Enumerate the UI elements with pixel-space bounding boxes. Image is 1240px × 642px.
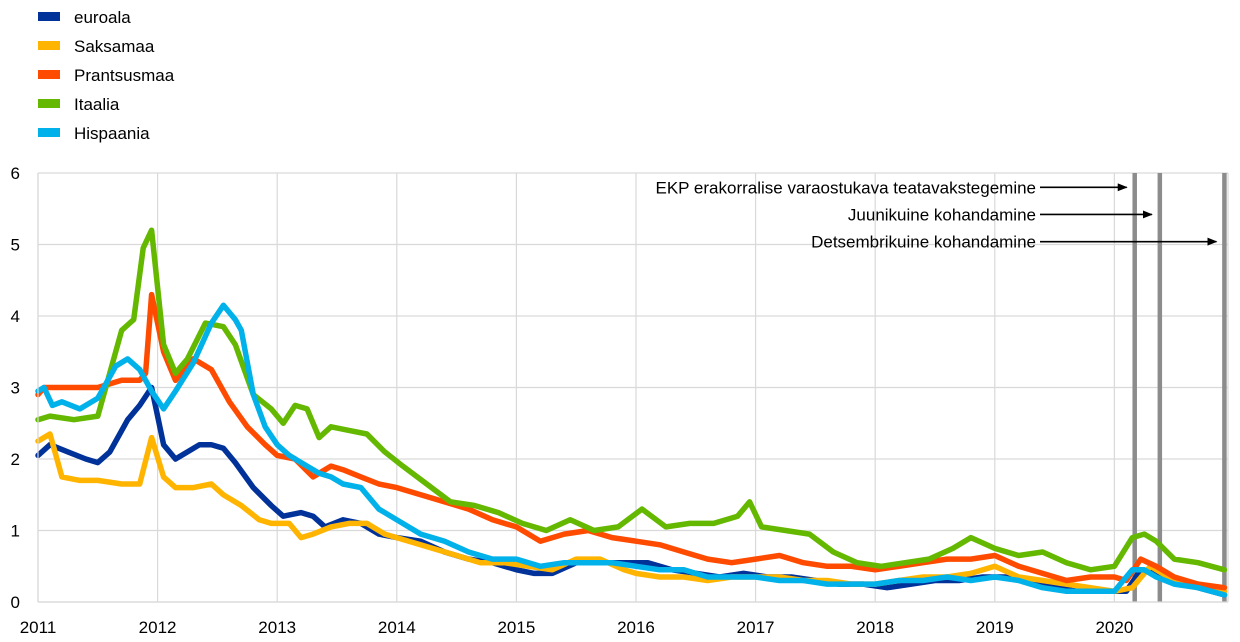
y-tick-label: 5 — [11, 236, 20, 255]
y-tick-label: 4 — [11, 307, 20, 326]
x-tick-label: 2016 — [617, 618, 655, 637]
y-tick-label: 3 — [11, 379, 20, 398]
y-tick-label: 0 — [11, 593, 20, 612]
legend-label: Saksamaa — [74, 37, 155, 56]
x-tick-label: 2012 — [139, 618, 177, 637]
legend: euroala Saksamaa Prantsusmaa Itaalia Hispaan… — [38, 8, 175, 143]
legend-swatch — [38, 128, 60, 137]
legend-swatch — [38, 99, 60, 108]
series-lines — [35, 227, 1228, 598]
legend-swatch — [38, 12, 60, 21]
x-tick-label: 2020 — [1095, 618, 1133, 637]
x-axis-ticks: 2011 2012 2013 2014 2015 2016 2017 2018 2019 2020 — [20, 618, 1134, 637]
annotation-label: EKP erakorralise varaostukava teatavakst… — [656, 178, 1037, 197]
legend-label: Hispaania — [74, 124, 150, 143]
series-line-prantsusmaa — [35, 291, 1228, 591]
legend-label: euroala — [74, 8, 131, 27]
x-tick-label: 2015 — [497, 618, 535, 637]
annotations: EKP erakorralise varaostukava teatavakst… — [656, 178, 1218, 252]
series-line-saksamaa — [35, 431, 1228, 595]
x-tick-label: 2013 — [258, 618, 296, 637]
y-tick-label: 2 — [11, 450, 20, 469]
axes — [37, 173, 1228, 603]
x-tick-label: 2011 — [20, 618, 57, 637]
gridlines — [37, 172, 1229, 603]
x-tick-label: 2018 — [856, 618, 894, 637]
legend-swatch — [38, 41, 60, 50]
x-tick-label: 2014 — [378, 618, 416, 637]
y-axis-ticks: 0 1 2 3 4 5 6 — [11, 164, 20, 612]
annotation-label: Detsembrikuine kohandamine — [811, 233, 1036, 252]
y-tick-label: 6 — [11, 164, 20, 183]
annotation-label: Juunikuine kohandamine — [848, 205, 1036, 224]
vertical-markers — [1132, 173, 1227, 602]
legend-label: Prantsusmaa — [74, 66, 175, 85]
x-tick-label: 2019 — [976, 618, 1014, 637]
legend-label: Itaalia — [74, 95, 120, 114]
legend-swatch — [38, 70, 60, 79]
series-line-hispaania — [35, 302, 1228, 598]
y-tick-label: 1 — [11, 522, 20, 541]
series-line-itaalia — [35, 227, 1228, 573]
x-tick-label: 2017 — [737, 618, 775, 637]
